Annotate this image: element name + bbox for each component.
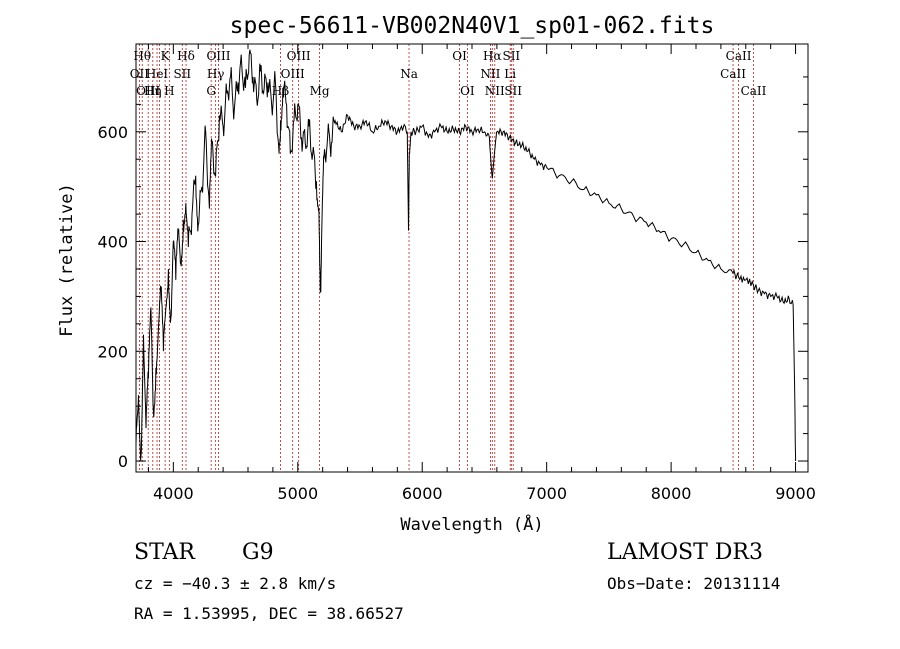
plot-frame — [135, 43, 809, 473]
observation-date: Obs−Date: 20131114 — [607, 574, 781, 593]
spectral-line-label: Hγ — [207, 67, 225, 81]
spectral-line-label: Hα — [483, 49, 502, 63]
x-axis-label: Wavelength (Å) — [400, 513, 543, 535]
spectral-line-label: SII — [173, 67, 191, 81]
spectral-line-label: G — [206, 84, 216, 98]
spectral-line-label: Hθ — [133, 49, 151, 63]
spectral-line-label: CaII — [720, 67, 746, 81]
spectral-line-label: Li — [504, 67, 516, 81]
line-markers — [138, 44, 754, 472]
spectral-line-label: OI — [452, 49, 467, 63]
survey-name: LAMOST DR3 — [607, 540, 763, 565]
spectral-line-label: CaII — [726, 49, 752, 63]
axis-ticks: 4000 5000 6000 7000 8000 9000 0 200 400 600 — [97, 44, 816, 503]
spectral-line-label: Hδ — [177, 49, 195, 63]
spectral-line-label: OIII — [287, 49, 311, 63]
ra-dec-coordinates: RA = 1.53995, DEC = 38.66527 — [134, 604, 404, 623]
spectral-line-label: K — [161, 49, 171, 63]
flux-series-line — [135, 49, 797, 462]
y-tick-label: 400 — [97, 233, 128, 252]
spectral-line-label: SII — [502, 49, 520, 63]
x-tick-label: 4000 — [153, 484, 194, 503]
object-class: STAR — [134, 540, 195, 565]
spectral-line-label: H — [164, 84, 174, 98]
chart-title: spec-56611-VB002N40V1_sp01-062.fits — [230, 13, 715, 39]
spectral-line-label: Mg — [310, 84, 330, 98]
spectral-line-label: Na — [400, 67, 418, 81]
spectral-line-label: Hη — [144, 84, 162, 98]
x-tick-label: 8000 — [651, 484, 692, 503]
line-labels: OIIHθOIIIHηHeIKHSIIHδGHγOIIIHβOIIIOIIIMg… — [130, 49, 767, 98]
spectral-line-label: NII — [485, 84, 505, 98]
x-tick-label: 9000 — [775, 484, 816, 503]
x-tick-label: 7000 — [526, 484, 567, 503]
spectral-line-label: OI — [460, 84, 475, 98]
spectral-line-label: OII — [130, 67, 150, 81]
x-tick-label: 5000 — [277, 484, 318, 503]
y-tick-label: 0 — [118, 452, 128, 471]
spectral-line-label: OIII — [206, 49, 230, 63]
spectral-line-label: OIII — [281, 67, 305, 81]
spectral-line-label: SII — [504, 84, 522, 98]
object-subclass: G9 — [242, 540, 274, 565]
redshift-cz: cz = −40.3 ± 2.8 km/s — [134, 574, 337, 593]
spectral-line-label: HeI — [146, 67, 169, 81]
spectral-line-label: OIII — [136, 84, 160, 98]
spectral-line-label: CaII — [741, 84, 767, 98]
spectral-line-label: NII — [480, 67, 500, 81]
y-axis-label: Flux (relative) — [57, 183, 77, 337]
x-tick-label: 6000 — [402, 484, 443, 503]
y-tick-label: 600 — [97, 123, 128, 142]
y-tick-label: 200 — [97, 342, 128, 361]
